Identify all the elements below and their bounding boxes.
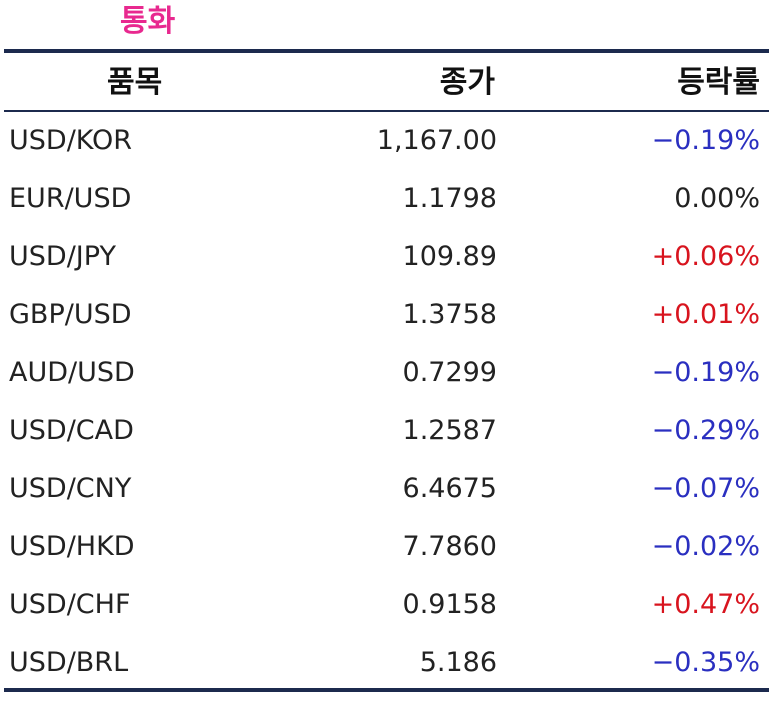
change-rate: −0.19% [651,357,760,388]
closing-price: 1.3758 [402,299,497,330]
change-rate: −0.07% [651,473,760,504]
change-rate: −0.29% [651,415,760,446]
change-rate: −0.19% [651,125,760,156]
section-title: 통화 [120,4,176,39]
currency-pair: USD/JPY [9,241,116,272]
table-header: 품목 종가 등락률 [0,55,773,109]
currency-pair: USD/BRL [9,647,129,678]
change-rate: +0.06% [651,241,760,272]
closing-price: 0.7299 [402,357,497,388]
currency-pair: USD/HKD [9,531,135,562]
table-row: USD/KOR 1,167.00 −0.19% [0,112,773,170]
table-body: USD/KOR 1,167.00 −0.19% EUR/USD 1.1798 0.00% U… [0,112,773,692]
closing-price: 7.7860 [402,531,497,562]
closing-price: 5.186 [419,647,497,678]
table-row: USD/JPY 109.89 +0.06% [0,228,773,286]
change-rate: −0.02% [651,531,760,562]
table-row: USD/CNY 6.4675 −0.07% [0,460,773,518]
table-row: USD/CAD 1.2587 −0.29% [0,402,773,460]
currency-pair: USD/CHF [9,589,131,620]
closing-price: 109.89 [402,241,497,272]
table-top-rule [4,49,769,53]
currency-pair: USD/CAD [9,415,134,446]
table-row: USD/CHF 0.9158 +0.47% [0,576,773,634]
column-header-change: 등락률 [677,65,760,100]
column-header-item: 품목 [107,65,163,100]
closing-price: 0.9158 [402,589,497,620]
currency-pair: EUR/USD [9,183,132,214]
table-row: EUR/USD 1.1798 0.00% [0,170,773,228]
column-header-price: 종가 [439,65,495,100]
currency-pair: AUD/USD [9,357,135,388]
closing-price: 1.2587 [402,415,497,446]
header-divider [4,110,769,112]
table-row: USD/HKD 7.7860 −0.02% [0,518,773,576]
change-rate: +0.47% [651,589,760,620]
currency-pair: USD/CNY [9,473,132,504]
table-bottom-rule [4,688,769,692]
closing-price: 6.4675 [402,473,497,504]
change-rate: 0.00% [674,183,760,214]
currency-pair: USD/KOR [9,125,133,156]
closing-price: 1,167.00 [376,125,497,156]
table-row: GBP/USD 1.3758 +0.01% [0,286,773,344]
table-row: AUD/USD 0.7299 −0.19% [0,344,773,402]
closing-price: 1.1798 [402,183,497,214]
change-rate: +0.01% [651,299,760,330]
currency-pair: GBP/USD [9,299,132,330]
table-row: USD/BRL 5.186 −0.35% [0,634,773,692]
change-rate: −0.35% [651,647,760,678]
